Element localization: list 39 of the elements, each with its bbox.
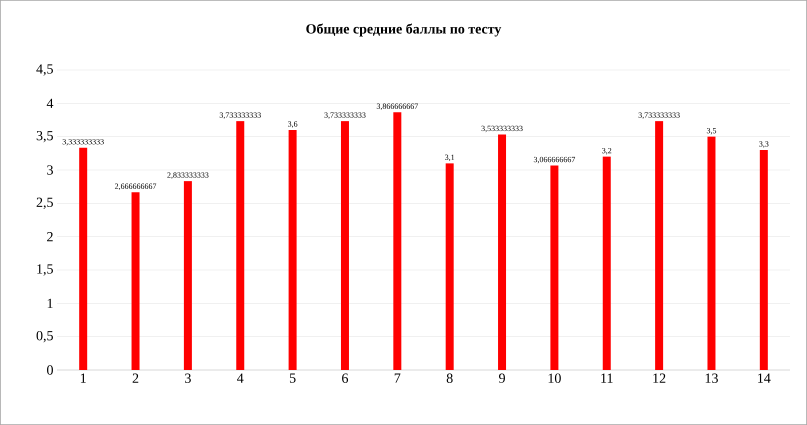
- bar: [760, 150, 768, 370]
- x-tick-label: 4: [237, 374, 244, 383]
- bar: [340, 121, 349, 370]
- y-tick-label: 1: [48, 298, 53, 308]
- x-tick-label: 13: [706, 374, 718, 383]
- chart-title: Общие средние баллы по тесту: [306, 24, 502, 36]
- y-tick-label: 3: [47, 165, 53, 175]
- y-tick-label: 2,5: [36, 198, 53, 210]
- y-tick-label: 4,5: [36, 64, 53, 76]
- x-tick-label: 2: [132, 374, 138, 383]
- bar: [393, 112, 402, 370]
- x-tick-label: 5: [290, 374, 296, 383]
- x-tick-label: 10: [548, 374, 561, 383]
- x-tick-label: 1: [80, 374, 86, 383]
- bar: [446, 163, 454, 370]
- bar: [655, 121, 664, 370]
- bar: [602, 156, 611, 370]
- bar: [79, 148, 88, 370]
- bar: [550, 166, 558, 370]
- x-tick-label: 14: [758, 374, 771, 383]
- y-tick-label: 4: [46, 98, 54, 108]
- y-tick-label: 0,5: [36, 330, 53, 342]
- x-tick-label: 8: [446, 374, 453, 383]
- x-tick-label: 12: [653, 374, 666, 383]
- y-tick-label: 2: [47, 232, 53, 242]
- x-tick-label: 9: [499, 374, 505, 383]
- x-tick-label: 6: [342, 374, 348, 383]
- x-tick-label: 7: [394, 374, 400, 383]
- y-tick-label: 1,5: [37, 264, 53, 276]
- y-tick-label: 0: [47, 365, 53, 375]
- bar: [288, 130, 297, 370]
- bar: [132, 192, 140, 370]
- bar: [236, 121, 244, 370]
- x-tick-label: 11: [601, 374, 613, 383]
- bar: [707, 136, 716, 370]
- bar: [498, 134, 506, 370]
- x-tick-label: 3: [185, 374, 191, 383]
- y-tick-label: 3,5: [36, 130, 53, 142]
- bar: [184, 181, 192, 370]
